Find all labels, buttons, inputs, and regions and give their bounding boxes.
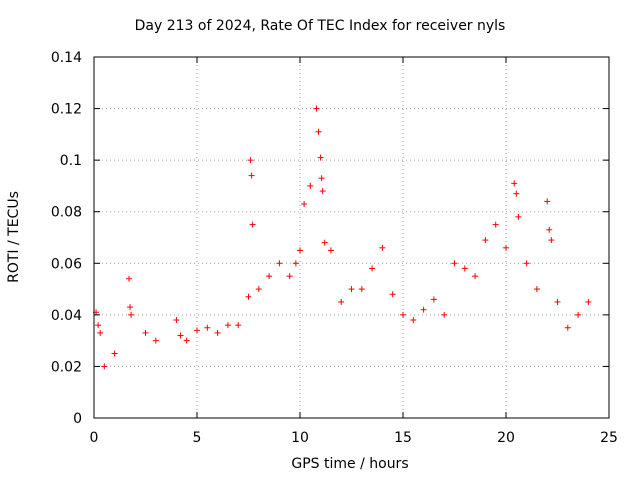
y-tick-label: 0.1 [60, 153, 82, 169]
data-point [235, 322, 242, 329]
x-tick-label: 5 [193, 430, 202, 446]
data-point [249, 221, 256, 228]
data-point [95, 322, 102, 329]
data-point [348, 286, 355, 293]
data-point [301, 200, 308, 207]
data-point [127, 304, 134, 311]
data-point [400, 311, 406, 318]
x-tick-label: 20 [497, 430, 515, 446]
data-point [126, 275, 133, 282]
data-point [292, 260, 299, 267]
data-point [544, 198, 551, 205]
data-point [410, 317, 417, 324]
data-point [472, 273, 479, 280]
data-point [313, 105, 320, 112]
data-point [327, 247, 334, 254]
data-point [204, 324, 211, 331]
y-tick-label: 0.04 [51, 308, 82, 324]
data-point [321, 239, 328, 246]
data-point [564, 324, 571, 331]
data-point [420, 306, 427, 313]
data-point [266, 273, 273, 280]
data-point [142, 329, 149, 336]
data-point [111, 350, 118, 357]
data-point [245, 293, 252, 300]
plot-frame [93, 56, 610, 419]
data-points [93, 105, 592, 370]
data-point [482, 237, 489, 244]
data-point [276, 260, 283, 267]
data-point [338, 298, 345, 305]
x-tick-label: 25 [600, 430, 618, 446]
data-point [286, 273, 293, 280]
y-tick-label: 0.08 [51, 205, 82, 221]
data-point [379, 244, 386, 251]
data-point [358, 286, 365, 293]
y-tick-label: 0.02 [51, 359, 82, 375]
data-point [523, 260, 530, 267]
data-point [492, 221, 499, 228]
data-point [319, 188, 326, 195]
data-point [451, 260, 458, 267]
data-point [297, 247, 303, 254]
data-point [183, 337, 190, 344]
data-point [461, 265, 468, 272]
data-point [511, 180, 518, 187]
data-point [515, 213, 522, 220]
y-tick-label: 0.12 [51, 102, 82, 118]
data-point [97, 329, 104, 336]
data-point [585, 298, 592, 305]
data-point [430, 296, 437, 303]
data-point [307, 182, 314, 189]
data-point [317, 154, 324, 161]
y-tick-label: 0.14 [51, 50, 82, 66]
data-point [503, 244, 509, 251]
data-point [546, 226, 553, 233]
data-point [177, 332, 184, 339]
data-point [318, 175, 325, 182]
data-point [152, 337, 159, 344]
data-point [101, 363, 108, 370]
grid-lines [93, 56, 610, 419]
y-tick-label: 0.06 [51, 256, 82, 272]
y-tick-label: 0 [73, 411, 82, 427]
y-axis-label: ROTI / TECUs [6, 191, 22, 283]
data-point [369, 265, 376, 272]
data-point [247, 157, 254, 164]
x-tick-label: 15 [394, 430, 412, 446]
x-axis-label: GPS time / hours [291, 456, 409, 472]
data-point [389, 291, 396, 298]
data-point [548, 237, 555, 244]
chart-title: Day 213 of 2024, Rate Of TEC Index for r… [134, 18, 506, 34]
data-point [173, 317, 180, 324]
data-point [513, 190, 520, 197]
data-point [248, 172, 255, 179]
data-point [128, 311, 135, 318]
data-point [315, 128, 322, 135]
data-point [224, 322, 231, 329]
axis-tick-labels: 0 5 10 15 20 25 0 0.02 0.04 0.06 0.08 0.1 0.12 0.14 [51, 50, 618, 446]
data-point [554, 298, 561, 305]
data-point [214, 329, 221, 336]
data-point [255, 286, 262, 293]
axis-ticks [93, 56, 610, 419]
data-point [194, 327, 200, 334]
x-tick-label: 0 [90, 430, 99, 446]
data-point [441, 311, 448, 318]
data-point [575, 311, 582, 318]
x-tick-label: 10 [291, 430, 309, 446]
data-point [533, 286, 540, 293]
